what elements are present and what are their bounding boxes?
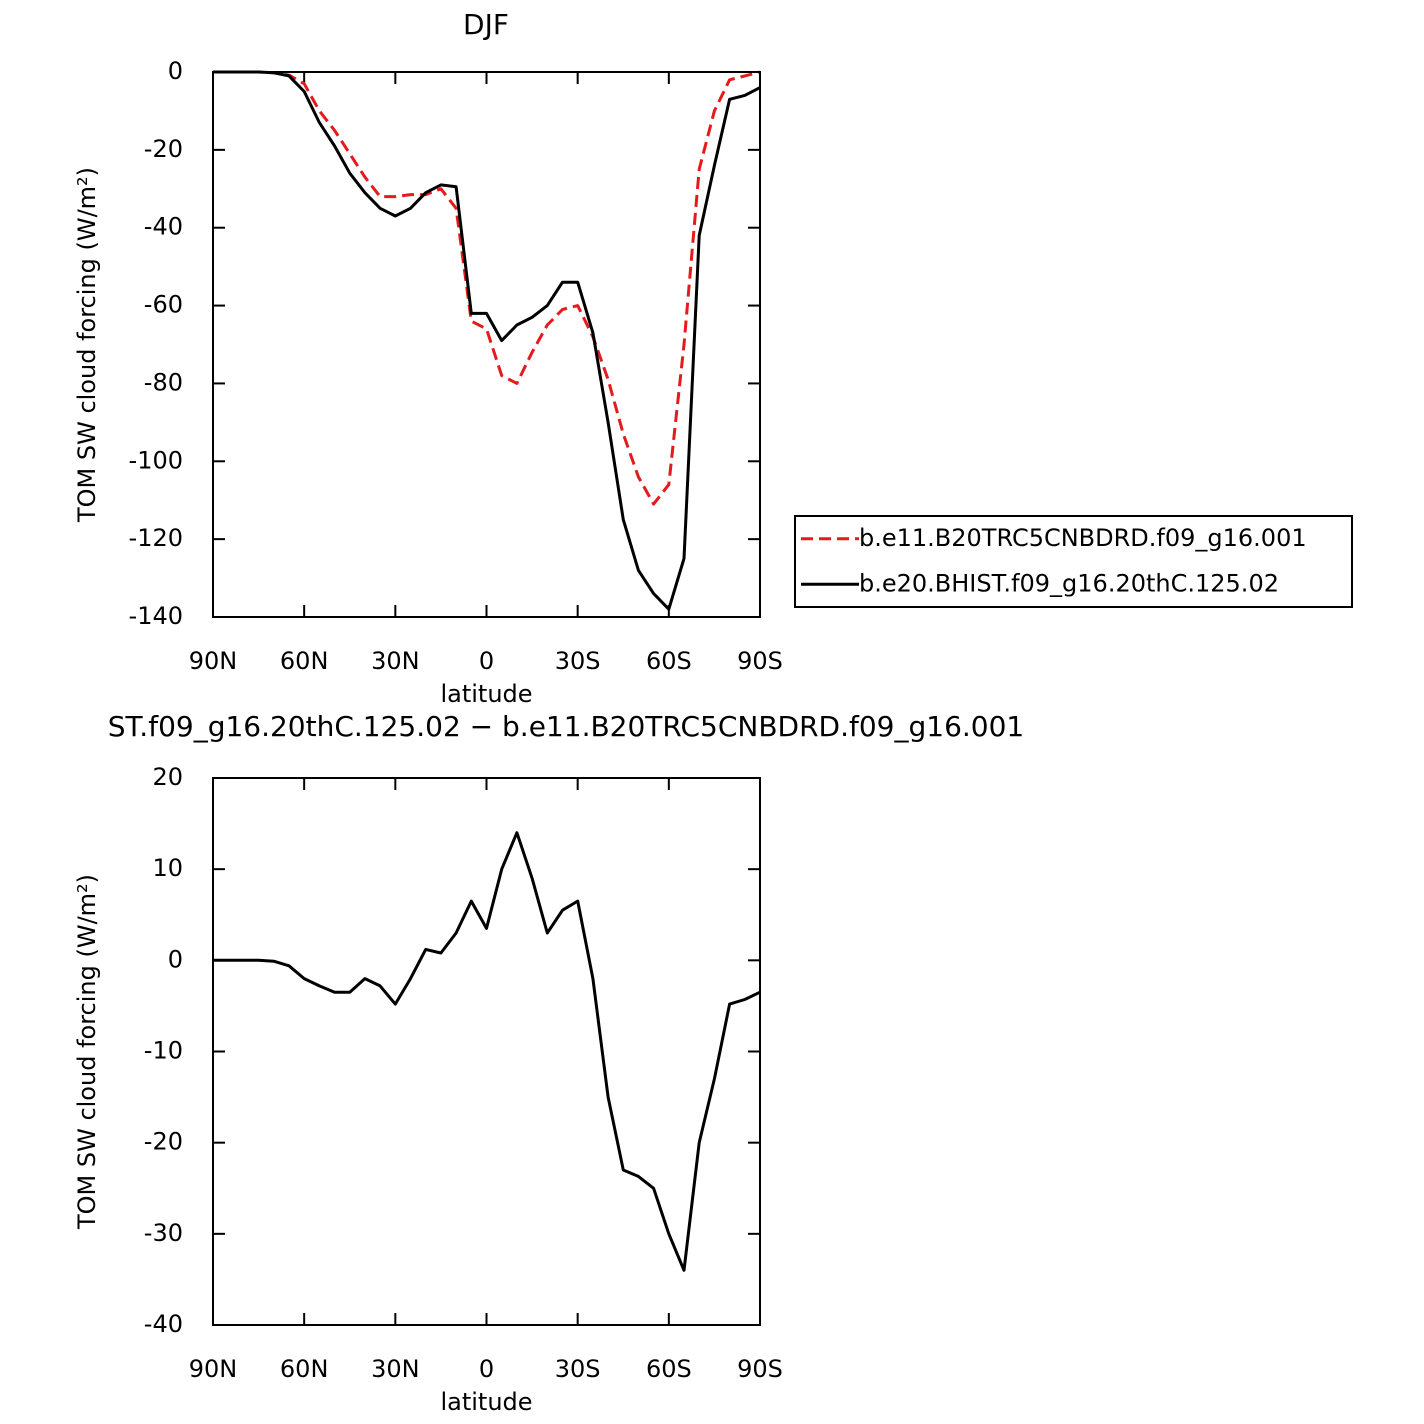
y-tick-label: -40 [144,1310,183,1338]
x-tick-label: 30S [555,1355,601,1383]
y-tick-label: 0 [168,945,183,973]
plot-frame [212,71,761,618]
x-tick-label: 90N [189,1355,238,1383]
y-tick-label: 20 [152,763,183,791]
chart-title: ST.f09_g16.20thC.125.02 − b.e11.B20TRC5C… [108,710,1025,743]
y-tick-label: -80 [144,368,183,396]
x-tick-label: 60N [280,1355,329,1383]
x-tick-label: 30S [555,647,601,675]
data-line [213,70,761,611]
y-tick-label: 0 [168,57,183,85]
y-tick-label: -100 [129,446,183,474]
x-tick-label: 60S [646,1355,692,1383]
y-axis-label: TOM SW cloud forcing (W/m²) [73,874,101,1230]
x-tick-label: 0 [479,647,494,675]
x-tick-label: 30N [371,647,420,675]
data-line [213,70,761,506]
x-axis-label: latitude [440,680,532,708]
x-tick-label: 90N [189,647,238,675]
x-tick-label: 60S [646,647,692,675]
chart-title: DJF [463,8,509,41]
y-tick-label: -30 [144,1219,183,1247]
x-tick-label: 0 [479,1355,494,1383]
y-tick-label: -20 [144,1128,183,1156]
x-axis-label: latitude [440,1388,532,1416]
y-tick-label: 10 [152,854,183,882]
y-tick-label: -120 [129,524,183,552]
legend-label: b.e11.B20TRC5CNBDRD.f09_g16.001 [859,524,1307,552]
data-line [213,831,761,1272]
x-tick-label: 60N [280,647,329,675]
y-tick-label: -40 [144,213,183,241]
y-tick-label: -60 [144,291,183,319]
y-axis-label: TOM SW cloud forcing (W/m²) [73,167,101,523]
legend-label: b.e20.BHIST.f09_g16.20thC.125.02 [859,569,1279,597]
legend-box [794,515,1353,608]
plot-frame [212,777,761,1326]
y-tick-label: -20 [144,135,183,163]
y-tick-label: -140 [129,602,183,630]
legend: b.e11.B20TRC5CNBDRD.f09_g16.001 b.e20.BHI… [794,515,1353,608]
y-tick-label: -10 [144,1037,183,1065]
x-tick-label: 30N [371,1355,420,1383]
x-tick-label: 90S [737,1355,783,1383]
x-tick-label: 90S [737,647,783,675]
